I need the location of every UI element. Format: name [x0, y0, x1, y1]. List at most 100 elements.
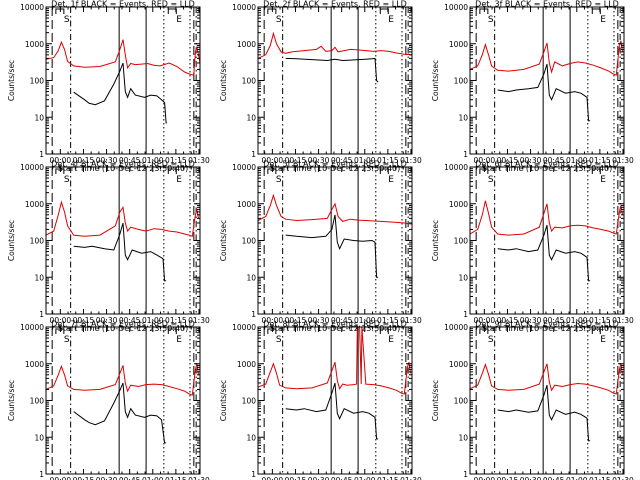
- x-tick-label: 00:45: [543, 476, 565, 480]
- events-series-line: [285, 214, 379, 278]
- y-tick-label: 100: [454, 237, 469, 246]
- y-tick-label: 1: [39, 150, 44, 159]
- interval-bracket-mark: [55, 328, 65, 334]
- x-tick-label: 00:15: [285, 316, 307, 325]
- lld-series-line: [46, 200, 199, 237]
- y-tick-label: 10000: [444, 3, 468, 12]
- y-tick-label: 1000: [25, 40, 44, 49]
- chart-panel: Det. 1f BLACK = Events, RED = LLD S E 00:00…: [7, 0, 210, 173]
- y-tick-label: 1: [463, 310, 468, 319]
- y-tick-label: 1: [251, 150, 256, 159]
- interval-marker-label: E: [600, 175, 606, 185]
- x-tick-label: 00:45: [331, 156, 353, 165]
- x-axis-title: Start Time (10-Dec-12 23:50:40): [482, 324, 613, 333]
- interval-marker-label: S: [488, 335, 494, 345]
- interval-bracket-mark: [479, 168, 489, 174]
- y-tick-label: 1: [463, 470, 468, 479]
- x-tick-label: 00:30: [308, 476, 330, 480]
- x-tick-label: 01:30: [612, 316, 634, 325]
- y-axis-title: Counts/sec: [431, 380, 440, 421]
- interval-bracket-mark: [55, 8, 65, 14]
- y-tick-label: 100: [30, 397, 45, 406]
- chart-title: Det. 8f BLACK = Events, RED = LLD: [263, 320, 407, 329]
- x-tick-label: 00:45: [331, 316, 353, 325]
- x-tick-label: 00:15: [73, 476, 95, 480]
- interval-marker-label: E: [600, 335, 606, 345]
- y-tick-label: 100: [454, 397, 469, 406]
- events-series-line: [73, 222, 167, 282]
- x-tick-label: 00:45: [119, 476, 141, 480]
- y-tick-label: 10: [458, 433, 468, 442]
- y-tick-label: 10000: [232, 323, 256, 332]
- x-tick-label: 00:00: [50, 316, 72, 325]
- interval-bracket-mark: [479, 8, 489, 14]
- x-tick-label: 01:00: [142, 476, 164, 480]
- x-tick-label: 01:30: [400, 156, 422, 165]
- interval-marker-label: E: [176, 15, 182, 25]
- x-tick-label: 00:30: [96, 316, 118, 325]
- chart-title: Det. 1f BLACK = Events, RED = LLD: [51, 0, 195, 9]
- chart-title: Det. 6f BLACK = Events, RED = LLD: [475, 160, 619, 169]
- x-axis-title: Start Time (10-Dec-12 23:50:40): [482, 164, 613, 173]
- y-axis-title: Counts/sec: [7, 60, 16, 101]
- x-tick-label: 00:30: [308, 316, 330, 325]
- y-tick-label: 1: [39, 310, 44, 319]
- x-tick-label: 01:15: [165, 316, 187, 325]
- y-tick-label: 10000: [444, 163, 468, 172]
- interval-marker-label: E: [176, 335, 182, 345]
- y-tick-label: 1000: [25, 360, 44, 369]
- interval-bracket-mark: [267, 168, 277, 174]
- x-tick-label: 00:00: [50, 476, 72, 480]
- chart-panel: Det. 7f BLACK = Events, RED = LLD S E 00:00…: [7, 320, 210, 480]
- events-series-line: [285, 382, 379, 440]
- y-axis-title: Counts/sec: [219, 220, 228, 261]
- y-tick-label: 100: [242, 397, 257, 406]
- y-tick-label: 1: [463, 150, 468, 159]
- events-series-line: [73, 382, 167, 444]
- chart-panel: Det. 4f BLACK = Events, RED = LLD S E 00:00…: [7, 160, 210, 334]
- y-tick-label: 10: [34, 273, 44, 282]
- y-tick-label: 100: [454, 77, 469, 86]
- interval-marker-label: E: [388, 15, 394, 25]
- y-tick-label: 1000: [449, 40, 468, 49]
- interval-marker-label: E: [388, 175, 394, 185]
- y-tick-label: 10: [246, 273, 256, 282]
- lld-series-line: [470, 200, 623, 236]
- x-tick-label: 00:15: [285, 476, 307, 480]
- interval-bracket-mark: [379, 8, 389, 14]
- x-tick-label: 00:30: [308, 156, 330, 165]
- plot-frame: [469, 166, 625, 315]
- y-tick-label: 1000: [237, 200, 256, 209]
- x-tick-label: 01:30: [188, 156, 210, 165]
- interval-marker-label: S: [488, 15, 494, 25]
- chart-panel: Det. 8f BLACK = Events, RED = LLD S E 00:00…: [219, 320, 422, 480]
- x-tick-label: 00:45: [543, 156, 565, 165]
- x-tick-label: 01:30: [188, 476, 210, 480]
- chart-title: Det. 2f BLACK = Events, RED = LLD: [263, 0, 407, 9]
- x-tick-label: 00:30: [96, 476, 118, 480]
- x-tick-label: 01:00: [354, 316, 376, 325]
- y-tick-label: 100: [242, 77, 257, 86]
- x-axis-title: Start Time (10-Dec-12 23:50:40): [270, 164, 401, 173]
- plot-frame: [257, 326, 413, 475]
- y-tick-label: 1000: [449, 360, 468, 369]
- y-tick-label: 1: [39, 470, 44, 479]
- y-tick-label: 100: [242, 237, 257, 246]
- plot-frame: [45, 166, 201, 315]
- interval-marker-label: S: [276, 335, 282, 345]
- x-tick-label: 00:30: [520, 316, 542, 325]
- y-axis-title: Counts/sec: [219, 60, 228, 101]
- x-tick-label: 00:30: [96, 156, 118, 165]
- y-tick-label: 10: [458, 113, 468, 122]
- x-tick-label: 01:30: [400, 316, 422, 325]
- chart-title: Det. 9f BLACK = Events, RED = LLD: [475, 320, 619, 329]
- x-tick-label: 01:15: [165, 156, 187, 165]
- x-tick-label: 00:45: [119, 156, 141, 165]
- x-tick-label: 01:15: [589, 476, 611, 480]
- x-tick-label: 01:15: [377, 156, 399, 165]
- y-tick-label: 1000: [237, 40, 256, 49]
- y-tick-label: 10000: [20, 163, 44, 172]
- y-tick-label: 10000: [232, 3, 256, 12]
- x-tick-label: 01:00: [566, 156, 588, 165]
